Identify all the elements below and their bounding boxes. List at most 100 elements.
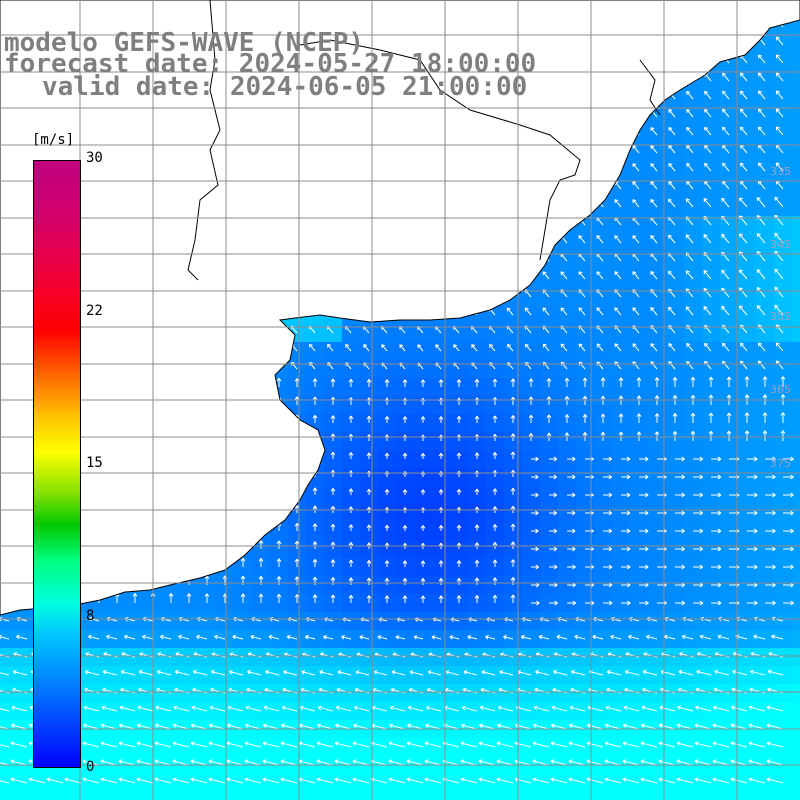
wind-speed-cell — [180, 792, 199, 800]
wind-speed-cell — [378, 612, 397, 631]
wind-speed-cell — [666, 792, 685, 800]
wind-arrow — [546, 414, 552, 423]
wind-arrow — [226, 777, 244, 784]
wind-arrow — [316, 759, 334, 766]
wind-arrow — [614, 235, 622, 244]
wind-speed-cell — [522, 324, 541, 343]
wind-arrow — [467, 635, 478, 640]
wind-speed-cell — [90, 630, 109, 649]
wind-speed-cell — [594, 360, 613, 379]
wind-speed-cell — [198, 612, 217, 631]
wind-arrow — [621, 510, 631, 516]
wind-speed-cell — [666, 108, 685, 127]
wind-speed-cell — [324, 594, 343, 613]
wind-speed-cell — [684, 90, 703, 109]
wind-arrow — [373, 670, 388, 676]
wind-speed-cell — [522, 666, 541, 685]
wind-speed-cell — [360, 666, 379, 685]
wind-arrow — [542, 343, 550, 352]
wind-arrow — [676, 741, 694, 748]
wind-speed-cell — [504, 306, 523, 325]
wind-speed-cell — [486, 738, 505, 757]
wind-speed-cell — [792, 72, 800, 91]
wind-arrow — [317, 723, 334, 730]
wind-arrow — [603, 600, 613, 606]
wind-arrow — [604, 741, 622, 748]
wind-arrow — [531, 546, 539, 552]
wind-arrow — [532, 777, 550, 784]
wind-speed-cell — [378, 468, 397, 487]
wind-speed-cell — [774, 108, 793, 127]
wind-arrow — [258, 575, 264, 585]
wind-arrow — [622, 759, 640, 766]
wind-speed-cell — [756, 396, 775, 415]
wind-speed-cell — [108, 666, 127, 685]
wind-arrow — [0, 744, 10, 748]
wind-speed-cell — [0, 612, 19, 631]
wind-arrow — [726, 376, 732, 387]
wind-speed-cell — [360, 504, 379, 523]
wind-arrow — [281, 705, 298, 712]
wind-arrow — [208, 759, 226, 766]
wind-arrow — [765, 492, 776, 498]
wind-arrow — [567, 456, 576, 462]
wind-arrow — [676, 777, 694, 784]
wind-arrow — [632, 145, 640, 154]
wind-speed-cell — [684, 144, 703, 163]
wind-arrow — [690, 430, 696, 441]
latitude-label: 355 — [770, 310, 791, 323]
wind-speed-cell — [378, 450, 397, 469]
wind-speed-cell — [450, 378, 469, 397]
wind-speed-cell — [504, 792, 523, 800]
wind-speed-cell — [342, 360, 361, 379]
wind-speed-cell — [486, 540, 505, 559]
wind-speed-cell — [270, 630, 289, 649]
wind-speed-cell — [180, 702, 199, 721]
wind-arrow — [739, 126, 748, 136]
wind-arrow — [560, 271, 568, 280]
wind-arrow — [775, 36, 784, 46]
wind-speed-cell — [702, 234, 721, 253]
wind-speed-cell — [468, 738, 487, 757]
wind-speed-cell — [126, 702, 145, 721]
wind-arrow — [227, 723, 244, 730]
wind-speed-cell — [702, 666, 721, 685]
wind-speed-cell — [738, 378, 757, 397]
wind-arrow — [402, 489, 408, 495]
wind-arrow — [479, 705, 496, 712]
wind-speed-cell — [414, 684, 433, 703]
wind-speed-cell — [558, 648, 577, 667]
wind-speed-cell — [576, 234, 595, 253]
wind-arrow — [312, 594, 318, 603]
wind-speed-cell — [720, 612, 739, 631]
wind-arrow — [730, 741, 748, 748]
wind-speed-cell — [648, 396, 667, 415]
wind-speed-cell — [180, 738, 199, 757]
wind-arrow — [348, 559, 354, 567]
wind-speed-cell — [324, 684, 343, 703]
wind-speed-cell — [576, 396, 595, 415]
wind-speed-cell — [90, 666, 109, 685]
wind-arrow — [118, 777, 136, 784]
wind-speed-cell — [216, 684, 235, 703]
wind-speed-cell — [612, 360, 631, 379]
wind-arrow — [286, 634, 298, 640]
wind-arrow — [650, 127, 658, 136]
wind-speed-cell — [234, 684, 253, 703]
wind-arrow — [765, 510, 776, 516]
wind-speed-cell — [378, 396, 397, 415]
wind-speed-cell — [234, 612, 253, 631]
wind-arrow — [650, 199, 658, 208]
wind-speed-cell — [774, 378, 793, 397]
wind-arrow — [425, 723, 442, 730]
wind-speed-cell — [630, 306, 649, 325]
wind-speed-cell — [486, 504, 505, 523]
wind-speed-cell — [774, 396, 793, 415]
wind-speed-cell — [216, 612, 235, 631]
wind-arrow — [381, 344, 388, 352]
wind-arrow — [574, 634, 586, 640]
wind-arrow — [681, 634, 694, 640]
wind-arrow — [586, 723, 604, 730]
wind-arrow — [160, 634, 172, 640]
wind-speed-cell — [774, 126, 793, 145]
